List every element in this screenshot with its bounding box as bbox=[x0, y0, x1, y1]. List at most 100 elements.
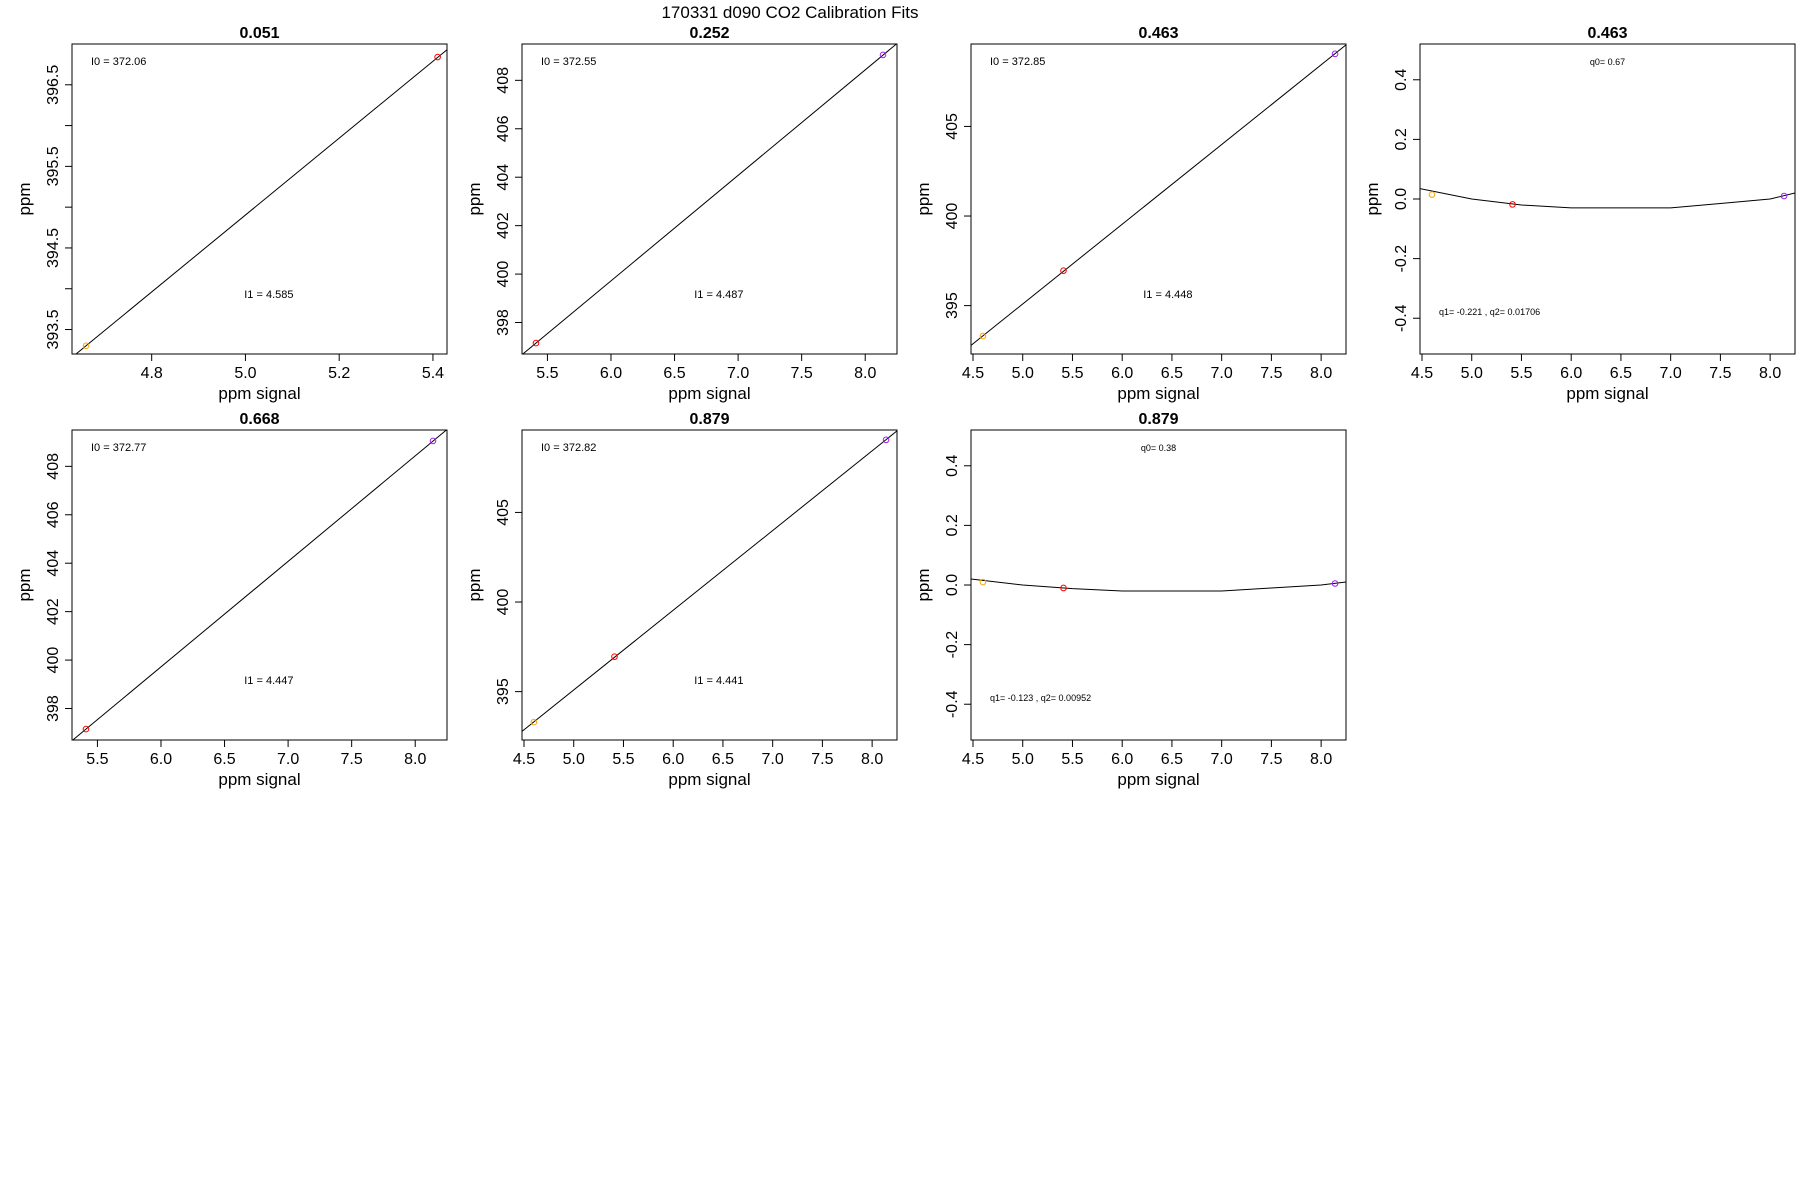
x-tick-label: 6.5 bbox=[1161, 365, 1183, 382]
x-axis-label: ppm signal bbox=[218, 770, 300, 789]
y-tick-label: 405 bbox=[944, 113, 961, 140]
x-tick-label: 5.5 bbox=[1061, 751, 1083, 768]
top-annotation: I0 = 372.77 bbox=[91, 442, 146, 454]
data-point-mid bbox=[82, 725, 90, 733]
x-tick-label: 7.0 bbox=[727, 365, 749, 382]
panel-7: 0.879 4.5 5.0 5.5 6.0 6.5 7.0 7.5 8.0 -0.4 -0.2 0.0… bbox=[914, 411, 1347, 789]
data-point-low bbox=[82, 342, 90, 350]
panel-grid: 0.051 4.8 5.0 5.2 5.4 393.5 394.5 395.5 396.5 ppm… bbox=[15, 25, 1796, 789]
y-tick-label: 393.5 bbox=[45, 309, 62, 349]
linear-fit-line bbox=[971, 44, 1346, 346]
y-tick-label: 400 bbox=[495, 589, 512, 616]
x-tick-label: 5.4 bbox=[422, 365, 444, 382]
panel-title: 0.463 bbox=[1587, 25, 1627, 42]
x-axis-label: ppm signal bbox=[1117, 384, 1199, 403]
top-annotation: I0 = 372.85 bbox=[990, 56, 1045, 68]
y-tick-label: 405 bbox=[495, 499, 512, 526]
plot-frame bbox=[521, 429, 898, 741]
x-tick-label: 4.5 bbox=[513, 751, 535, 768]
top-annotation: I0 = 372.06 bbox=[91, 56, 146, 68]
x-tick-label: 5.2 bbox=[328, 365, 350, 382]
x-tick-label: 6.5 bbox=[1161, 751, 1183, 768]
y-tick-label: 402 bbox=[495, 212, 512, 239]
x-tick-label: 4.5 bbox=[962, 751, 984, 768]
y-tick-label: 0.0 bbox=[944, 574, 961, 596]
y-tick-label: 0.2 bbox=[1393, 128, 1410, 150]
x-tick-label: 5.0 bbox=[234, 365, 256, 382]
y-tick-label: 398 bbox=[495, 309, 512, 336]
panel-2: 0.252 5.5 6.0 6.5 7.0 7.5 8.0 398 400 402 404 406 40… bbox=[465, 25, 898, 403]
x-axis-label: ppm signal bbox=[668, 384, 750, 403]
x-tick-label: 7.0 bbox=[1211, 751, 1233, 768]
x-tick-label: 6.0 bbox=[600, 365, 622, 382]
y-tick-label: 406 bbox=[45, 501, 62, 528]
x-tick-label: 4.5 bbox=[1411, 365, 1433, 382]
plot-frame bbox=[970, 43, 1347, 355]
x-axis-label: ppm signal bbox=[1117, 770, 1199, 789]
data-point-low bbox=[979, 332, 987, 340]
bottom-annotation: q1= -0.123 , q2= 0.00952 bbox=[990, 693, 1091, 703]
x-tick-label: 7.5 bbox=[811, 751, 833, 768]
x-tick-label: 6.5 bbox=[712, 751, 734, 768]
data-point-mid bbox=[1060, 584, 1067, 592]
y-axis-label: ppm bbox=[465, 182, 484, 215]
x-axis-label: ppm signal bbox=[218, 384, 300, 403]
y-tick-label: -0.2 bbox=[944, 631, 961, 659]
linear-fit-line bbox=[522, 430, 897, 732]
y-tick-label: 402 bbox=[45, 598, 62, 625]
panel-title: 0.051 bbox=[239, 25, 279, 42]
bottom-annotation: I1 = 4.487 bbox=[694, 289, 743, 301]
data-point-low bbox=[979, 578, 987, 586]
panel-5: 0.668 5.5 6.0 6.5 7.0 7.5 8.0 398 400 402 404 406 40… bbox=[15, 411, 448, 789]
panel-4: 0.463 4.5 5.0 5.5 6.0 6.5 7.0 7.5 8.0 -0.4 -0.2 0.0… bbox=[1363, 25, 1796, 403]
data-point-high bbox=[879, 51, 887, 59]
data-point-mid bbox=[434, 53, 441, 61]
x-tick-label: 7.5 bbox=[1260, 365, 1282, 382]
data-point-mid bbox=[611, 653, 618, 660]
x-tick-label: 7.0 bbox=[762, 751, 784, 768]
y-axis-label: ppm bbox=[914, 568, 933, 601]
x-tick-label: 6.0 bbox=[662, 751, 684, 768]
x-tick-label: 8.0 bbox=[861, 751, 883, 768]
x-tick-label: 5.0 bbox=[1012, 751, 1034, 768]
x-tick-label: 7.0 bbox=[277, 751, 299, 768]
bottom-annotation: I1 = 4.585 bbox=[244, 289, 293, 301]
x-tick-label: 8.0 bbox=[404, 751, 426, 768]
plot-frame bbox=[71, 429, 448, 741]
x-tick-label: 5.0 bbox=[1461, 365, 1483, 382]
x-tick-label: 7.5 bbox=[1260, 751, 1282, 768]
x-tick-label: 5.5 bbox=[1061, 365, 1083, 382]
data-point-low bbox=[530, 718, 538, 726]
x-tick-label: 7.0 bbox=[1660, 365, 1682, 382]
x-tick-label: 6.5 bbox=[1610, 365, 1632, 382]
y-axis-label: ppm bbox=[914, 182, 933, 215]
x-tick-label: 8.0 bbox=[1310, 365, 1332, 382]
y-axis-label: ppm bbox=[15, 568, 34, 601]
data-point-mid bbox=[1060, 267, 1067, 274]
x-tick-label: 6.0 bbox=[1560, 365, 1582, 382]
y-tick-label: 395 bbox=[944, 292, 961, 319]
y-tick-label: 404 bbox=[45, 550, 62, 577]
quadratic-fit-curve bbox=[1420, 188, 1795, 209]
top-annotation: I0 = 372.82 bbox=[541, 442, 596, 454]
linear-fit-line bbox=[75, 49, 447, 354]
y-tick-label: 0.4 bbox=[1393, 69, 1410, 91]
x-tick-label: 5.5 bbox=[612, 751, 634, 768]
top-annotation: q0= 0.67 bbox=[1590, 57, 1625, 67]
panel-title: 0.463 bbox=[1138, 25, 1178, 42]
y-tick-label: 400 bbox=[45, 647, 62, 674]
y-tick-label: -0.4 bbox=[944, 690, 961, 718]
x-tick-label: 7.0 bbox=[1211, 365, 1233, 382]
top-annotation: I0 = 372.55 bbox=[541, 56, 596, 68]
x-tick-label: 6.0 bbox=[1111, 365, 1133, 382]
y-tick-label: 400 bbox=[495, 261, 512, 288]
y-tick-label: 398 bbox=[45, 695, 62, 722]
x-tick-label: 8.0 bbox=[854, 365, 876, 382]
x-tick-label: 5.5 bbox=[1510, 365, 1532, 382]
linear-fit-line bbox=[522, 44, 897, 354]
data-point-high bbox=[1331, 50, 1339, 58]
data-point-high bbox=[1780, 192, 1788, 200]
y-tick-label: 394.5 bbox=[45, 228, 62, 268]
panel-title: 0.879 bbox=[689, 411, 729, 428]
